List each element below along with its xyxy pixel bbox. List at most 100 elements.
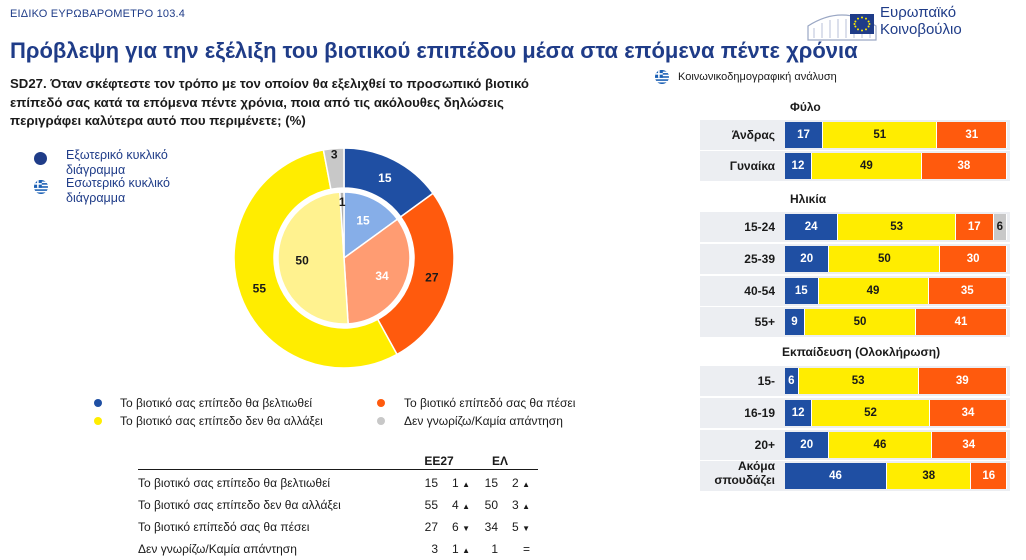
trend-gr-change: 5 ▼ [512,520,530,534]
legend-dot-same [94,417,102,425]
ring-legend: Εξωτερικό κυκλικό διάγραμμα Εσωτερικό κυ… [34,148,224,208]
legend-dk: Δεν γνωρίζω/Καμία απάντηση [404,414,563,428]
inner-slice-label: 1 [339,195,346,209]
logo-text: Ευρωπαϊκό Κοινοβούλιο [880,4,962,38]
socio-bar-segment: 30 [940,246,1007,272]
socio-bar-segment: 20 [785,246,830,272]
socio-bar-segment: 53 [798,368,919,394]
ring-legend-inner: Εσωτερικό κυκλικό διάγραμμα [66,176,170,205]
socio-bar: 46 38 16 [785,463,1007,489]
socio-bar: 17 51 31 [785,122,1007,148]
socio-bar-segment: 6 [993,214,1007,240]
trend-table: ΕΕ27 ΕΛ Το βιοτικό σας επίπεδο θα βελτιω… [138,450,530,560]
socio-bar-segment: 49 [811,153,922,179]
outer-slice-label: 3 [331,147,338,161]
trend-eu-change: 1 ▲ [452,476,470,490]
socio-bar-segment: 49 [818,278,929,304]
trend-eu-value: 55 [424,498,438,512]
socio-row-label: 16-19 [744,406,775,420]
legend-dot-dk [377,417,385,425]
page-title: Πρόβλεψη για την εξέλιξη του βιοτικού επ… [10,38,858,63]
socio-bar-segment: 12 [785,153,812,179]
trend-divider [138,469,538,470]
greece-flag-icon [34,180,48,194]
trend-eu-value: 27 [424,520,438,534]
socio-bar: 24 53 17 6 [785,214,1007,240]
trend-eu-value: 3 [431,542,438,556]
inner-slice-label: 15 [356,214,370,228]
socio-bar: 15 49 35 [785,278,1007,304]
trend-eu-value: 15 [424,476,438,490]
socio-bar: 12 52 34 [785,400,1007,426]
legend-dot-improve [94,399,102,407]
socio-bar: 12 49 38 [785,153,1007,179]
trend-header-row: ΕΕ27 ΕΛ [138,450,530,472]
eu-circle-icon [34,152,47,165]
ring-legend-outer: Εξωτερικό κυκλικό διάγραμμα [66,148,168,177]
inner-slice-label: 34 [375,269,389,283]
socio-row-label: 15-24 [744,220,775,234]
trend-gr-value: 34 [484,520,498,534]
socio-row-label: Γυναίκα [729,159,775,173]
inner-slice-label: 50 [295,254,309,268]
trend-header-eu: ΕΕ27 [424,454,454,468]
legend-same: Το βιοτικό σας επίπεδο δεν θα αλλάξει [120,414,323,428]
table-row: Το βιοτικό σας επίπεδο θα βελτιωθεί 15 1… [138,472,530,494]
socio-bar-segment: 34 [931,432,1007,458]
trend-eu-change: 4 ▲ [452,498,470,512]
trend-gr-value: 15 [484,476,498,490]
socio-bar-segment: 41 [915,309,1007,335]
trend-eu-change: 6 ▼ [452,520,470,534]
socio-bar-segment: 24 [785,214,839,240]
socio-title: Κοινωνικοδημογραφική ανάλυση [678,71,837,83]
survey-name: ΕΙΔΙΚΟ ΕΥΡΩΒΑΡΟΜΕΤΡΟ 103.4 [10,8,186,20]
socio-bar-segment: 46 [829,432,932,458]
socio-bar-segment: 34 [929,400,1007,426]
socio-row-label: 15- [757,374,775,388]
socio-row-label: Ακόμα σπουδάζει [714,459,775,487]
trend-row-label: Το βιοτικό σας επίπεδο δεν θα αλλάξει [138,498,341,512]
table-row: Το βιοτικό επίπεδό σας θα πέσει 27 6 ▼ 3… [138,516,530,538]
socio-bar-segment: 52 [812,400,930,426]
trend-eu-change: 1 ▲ [452,542,470,556]
socio-bar: 20 46 34 [785,432,1007,458]
question-text: SD27. Όταν σκέφτεστε τον τρόπο με τον οπ… [10,76,529,128]
socio-row-label: Άνδρας [731,128,775,142]
socio-bar: 6 53 39 [785,368,1007,394]
trend-gr-change: 2 ▲ [512,476,530,490]
inner-slice [339,191,345,259]
socio-row-label: 40-54 [744,284,775,298]
socio-bar-segment: 38 [921,153,1007,179]
socio-row-label: 20+ [754,438,775,452]
socio-bar: 9 50 41 [785,309,1007,335]
trend-gr-change: = [522,542,530,556]
trend-row-label: Το βιοτικό σας επίπεδο θα βελτιωθεί [138,476,331,490]
table-row: Δεν γνωρίζω/Καμία απάντηση 3 1 ▲ 1 = [138,538,530,560]
socio-bar: 20 50 30 [785,246,1007,272]
outer-slice [322,147,345,191]
socio-bar-segment: 15 [785,278,819,304]
trend-row-label: Το βιοτικό επίπεδό σας θα πέσει [138,520,310,534]
european-parliament-logo-icon [807,14,877,41]
socio-bar-segment: 31 [937,122,1007,148]
trend-gr-change: 3 ▲ [512,498,530,512]
socio-bar-segment: 12 [785,400,813,426]
category-legend: Το βιοτικό σας επίπεδο θα βελτιωθεί Το β… [90,394,620,434]
socio-bar-segment: 38 [887,463,972,489]
socio-bar-segment: 6 [785,368,799,394]
socio-bar-segment: 53 [838,214,956,240]
socio-bar-segment: 50 [804,309,916,335]
socio-row-label: 25-39 [744,252,775,266]
outer-slice-label: 27 [425,271,439,285]
socio-section-title: Εκπαίδευση (Ολοκλήρωση) [782,345,941,359]
socio-bar-segment: 17 [785,122,824,148]
socio-section-title: Ηλικία [790,192,827,206]
table-row: Το βιοτικό σας επίπεδο δεν θα αλλάξει 55… [138,494,530,516]
socio-bar-segment: 9 [785,309,805,335]
socio-bar-segment: 35 [928,278,1007,304]
socio-bar-segment: 51 [823,122,938,148]
greece-flag-icon [655,70,669,84]
trend-header-gr: ΕΛ [491,454,508,468]
inner-slice [343,218,411,325]
outer-slice [233,149,399,369]
